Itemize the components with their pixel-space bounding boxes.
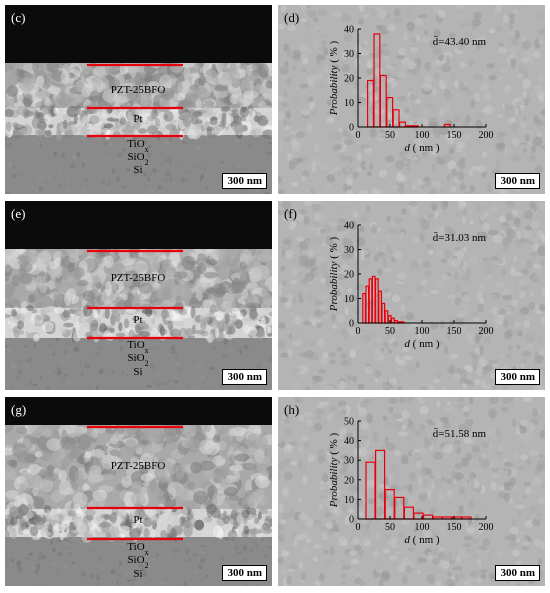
scale-bar: 300 nm	[222, 369, 267, 385]
x-tick-label: 0	[356, 326, 361, 337]
vacuum-region	[5, 397, 272, 425]
y-axis-label: Probability ( % )	[328, 40, 340, 116]
pt-label: Pt	[133, 514, 142, 526]
y-tick-label: 30	[344, 49, 354, 60]
x-tick-label: 100	[415, 522, 430, 533]
panel-label: (e)	[11, 206, 25, 221]
panel-label: (c)	[11, 10, 25, 25]
panel-e: PZT-25BFO Pt TiOx SiO2 Si (e) 300 nm	[5, 201, 272, 390]
mean-diameter-annotation: d̄=31.03 nm	[433, 232, 487, 244]
y-axis-label: Probability ( % )	[328, 236, 340, 312]
panel-d: 0 50 100 150 200 0 10 20 30 40 Probability ( % ) d …	[278, 5, 545, 194]
sio2-label: SiO2	[127, 352, 148, 368]
scale-bar: 300 nm	[495, 369, 540, 385]
x-axis-label: d ( nm )	[404, 534, 439, 546]
y-tick-label: 40	[344, 436, 354, 447]
sio2-label: SiO2	[127, 151, 148, 167]
y-axis-label: Probability ( % )	[328, 432, 340, 508]
x-tick-label: 0	[356, 522, 361, 533]
x-tick-label: 50	[385, 522, 395, 533]
y-tick-label: 20	[344, 270, 354, 281]
film-label: PZT-25BFO	[111, 460, 166, 472]
panel-c: PZT-25BFO Pt TiOx SiO2 Si (c) 300 nm	[5, 5, 272, 194]
y-tick-label: 50	[344, 417, 354, 428]
vacuum-region	[5, 5, 272, 63]
x-tick-label: 200	[479, 326, 494, 337]
x-tick-label: 150	[447, 522, 462, 533]
panel-label: (d)	[284, 10, 299, 25]
x-tick-label: 200	[479, 522, 494, 533]
y-tick-label: 0	[349, 123, 354, 134]
y-tick-label: 40	[344, 25, 354, 36]
x-tick-label: 150	[447, 130, 462, 141]
x-tick-label: 50	[385, 326, 395, 337]
scale-bar: 300 nm	[222, 565, 267, 581]
si-label: Si	[133, 164, 142, 176]
x-tick-label: 100	[415, 130, 430, 141]
y-tick-label: 10	[344, 98, 354, 109]
film-label: PZT-25BFO	[111, 84, 166, 96]
panel-h: 0 50 100 150 200 0 10 20 30 40 50 Probability ( % )…	[278, 397, 545, 586]
x-tick-label: 200	[479, 130, 494, 141]
panel-label: (f)	[284, 206, 297, 221]
y-tick-label: 0	[349, 319, 354, 330]
scale-bar: 300 nm	[222, 173, 267, 189]
x-tick-label: 0	[356, 130, 361, 141]
scale-bar: 300 nm	[495, 173, 540, 189]
tiox-label: TiOx	[127, 541, 148, 557]
y-tick-label: 30	[344, 245, 354, 256]
tiox-label: TiOx	[127, 339, 148, 355]
si-label: Si	[133, 568, 142, 580]
y-tick-label: 20	[344, 475, 354, 486]
y-tick-label: 0	[349, 515, 354, 526]
pt-label: Pt	[133, 113, 142, 125]
mean-diameter-annotation: d̄=43.40 nm	[433, 36, 487, 48]
x-tick-label: 100	[415, 326, 430, 337]
si-label: Si	[133, 366, 142, 378]
pt-label: Pt	[133, 314, 142, 326]
y-tick-label: 40	[344, 221, 354, 232]
sio2-label: SiO2	[127, 554, 148, 570]
vacuum-region	[5, 201, 272, 249]
panel-f: 0 50 100 150 200 0 10 20 30 40 Probability ( % ) d …	[278, 201, 545, 390]
y-tick-label: 20	[344, 74, 354, 85]
mean-diameter-annotation: d̄=51.58 nm	[433, 428, 487, 440]
x-tick-label: 50	[385, 130, 395, 141]
x-axis-label: d ( nm )	[404, 338, 439, 350]
panel-label: (g)	[11, 402, 26, 417]
y-tick-label: 10	[344, 294, 354, 305]
film-label: PZT-25BFO	[111, 272, 166, 284]
y-tick-label: 10	[344, 495, 354, 506]
x-tick-label: 150	[447, 326, 462, 337]
y-tick-label: 30	[344, 456, 354, 467]
panel-label: (h)	[284, 402, 299, 417]
x-axis-label: d ( nm )	[404, 142, 439, 154]
scale-bar: 300 nm	[495, 565, 540, 581]
tiox-label: TiOx	[127, 138, 148, 154]
panel-g: PZT-25BFO Pt TiOx SiO2 Si (g) 300 nm	[5, 397, 272, 586]
